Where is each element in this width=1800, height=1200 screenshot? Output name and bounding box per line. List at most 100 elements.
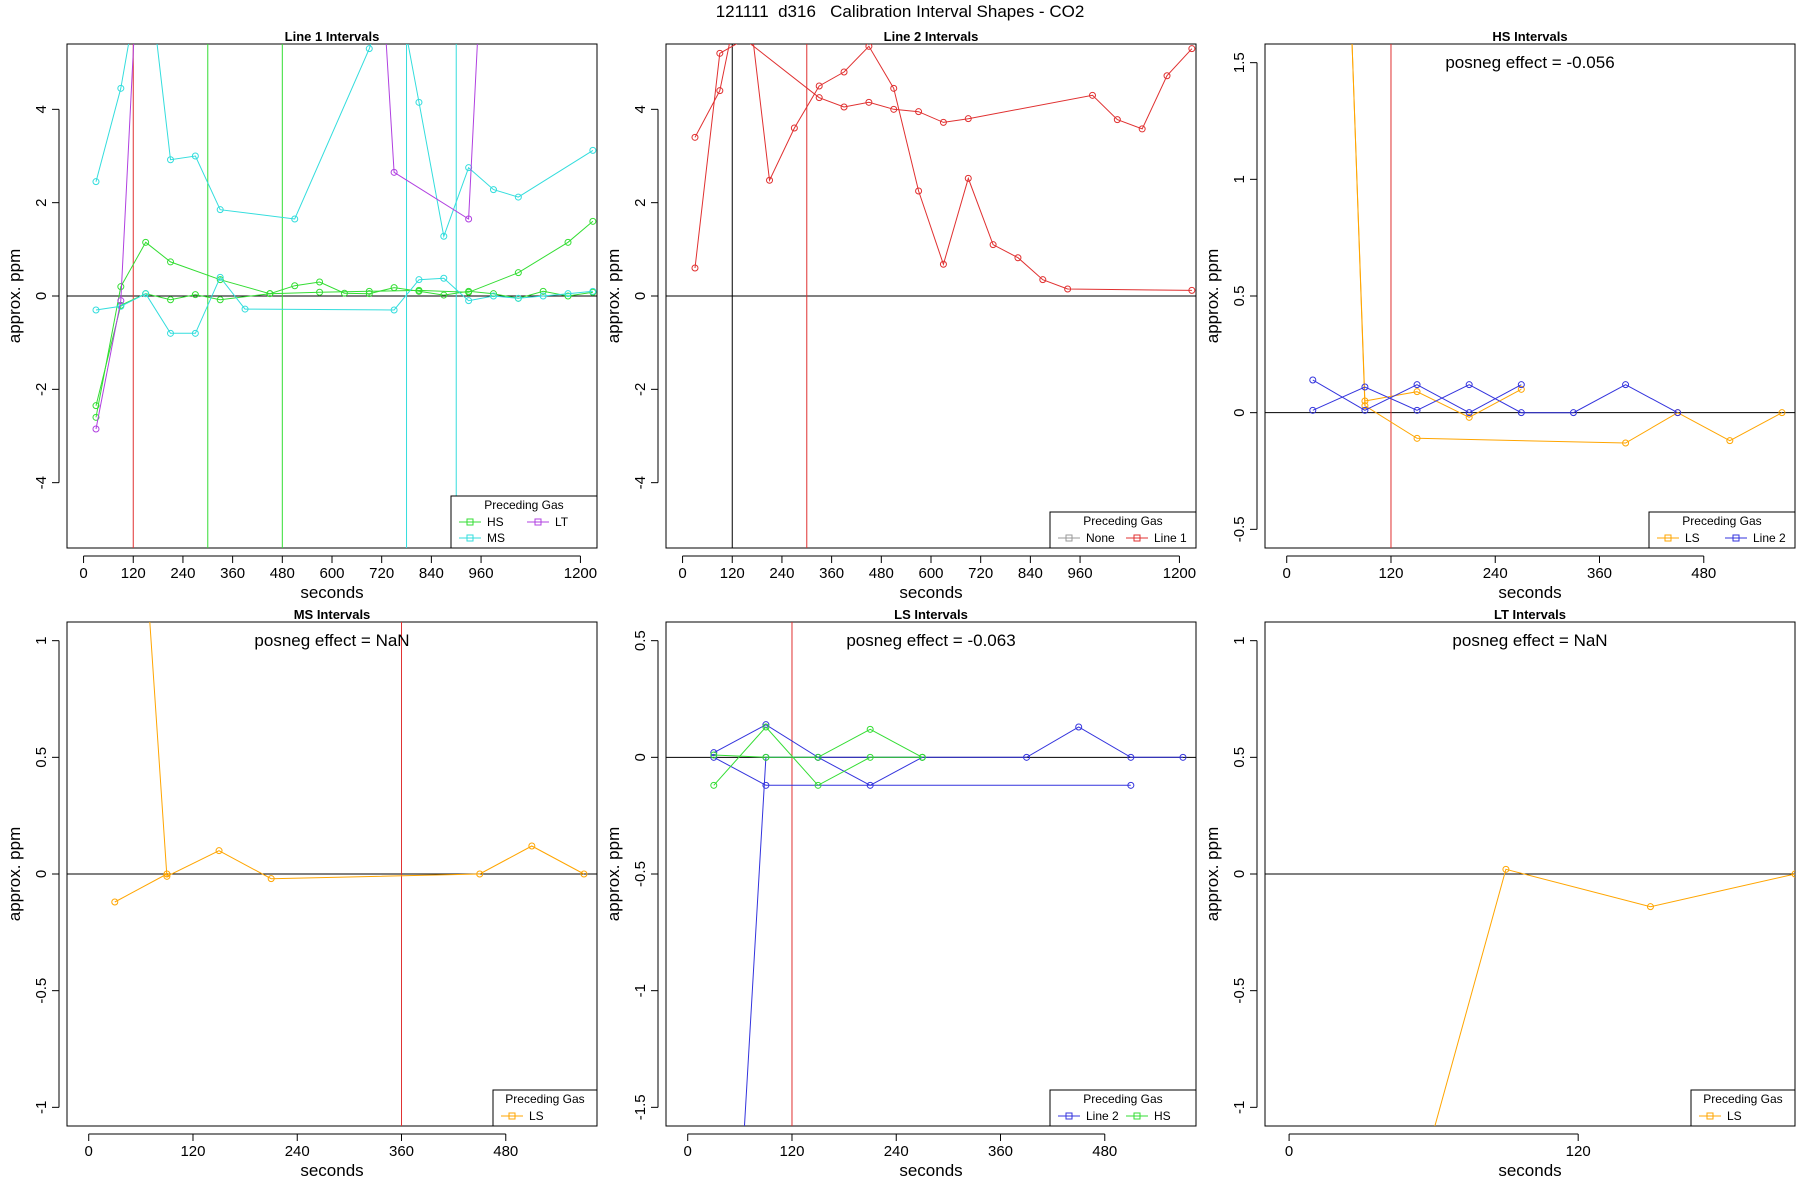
- plot-data: [666, 44, 1196, 548]
- chart-panel-5: LS Intervals 0 120 240 360 480 seconds -1.5 -1 -0…: [604, 607, 1197, 1180]
- annotation-label: posneg effect = NaN: [1452, 631, 1607, 650]
- panel-title: LT Intervals: [1494, 607, 1566, 622]
- data-point: [514, 294, 522, 302]
- legend-swatch-marker: [1133, 534, 1141, 542]
- legend-entry-label: LS: [1685, 531, 1700, 545]
- x-tick-label: 120: [180, 1143, 205, 1160]
- x-tick-label: 360: [819, 565, 844, 582]
- data-point: [1309, 406, 1317, 414]
- legend-entry-label: HS: [487, 515, 504, 529]
- legend-swatch-marker: [466, 534, 474, 542]
- data-point: [814, 781, 822, 789]
- y-tick-label: 0.5: [632, 630, 649, 651]
- x-axis-label: seconds: [899, 1161, 962, 1180]
- data-point: [1179, 753, 1187, 761]
- data-point: [142, 238, 150, 246]
- series-line: [95, 276, 593, 334]
- data-point: [167, 329, 175, 337]
- legend: Preceding Gas HS LT MS: [450, 495, 598, 549]
- data-point: [340, 289, 348, 297]
- x-tick-label: 360: [220, 565, 245, 582]
- data-point: [1646, 903, 1654, 911]
- legend-title: Preceding Gas: [484, 498, 563, 512]
- data-point: [865, 44, 873, 50]
- y-axis-label: approx. ppm: [1203, 827, 1222, 922]
- data-point: [1361, 383, 1369, 391]
- legend-box: [492, 1089, 598, 1127]
- panel-title: Line 1 Intervals: [285, 29, 380, 44]
- data-point: [476, 870, 484, 878]
- data-point: [1517, 385, 1525, 393]
- x-axis-label: seconds: [300, 1161, 363, 1180]
- data-point: [915, 108, 923, 116]
- legend-entry-label: LS: [529, 1109, 544, 1123]
- panel-title: MS Intervals: [294, 607, 371, 622]
- data-point: [92, 413, 100, 421]
- x-tick-label: 600: [319, 565, 344, 582]
- y-tick-label: 4: [632, 105, 649, 113]
- data-point: [964, 115, 972, 123]
- x-tick-label: 720: [968, 565, 993, 582]
- panel-title: HS Intervals: [1492, 29, 1567, 44]
- plot-data: [666, 622, 1196, 1126]
- data-point: [390, 284, 398, 292]
- data-point: [266, 290, 274, 298]
- data-point: [580, 870, 588, 878]
- x-tick-label: 1200: [1163, 565, 1196, 582]
- y-tick-label: 0: [1231, 870, 1248, 878]
- data-point: [1113, 116, 1121, 124]
- data-point: [528, 842, 536, 850]
- x-tick-label: 960: [1068, 565, 1093, 582]
- y-tick-label: 0.5: [1231, 747, 1248, 768]
- data-point: [191, 329, 199, 337]
- data-point: [514, 269, 522, 277]
- data-point: [1622, 381, 1630, 389]
- data-point: [465, 215, 473, 223]
- y-axis-label: approx. ppm: [604, 249, 623, 344]
- data-point: [1413, 434, 1421, 442]
- data-point: [1726, 437, 1734, 445]
- legend-swatch-marker: [1133, 1112, 1141, 1120]
- data-point: [915, 187, 923, 195]
- data-point: [117, 283, 125, 291]
- data-point: [191, 291, 199, 299]
- legend-swatch-marker: [508, 1112, 516, 1120]
- x-axis-label: seconds: [1498, 583, 1561, 602]
- x-tick-label: 840: [419, 565, 444, 582]
- plot-frame: [665, 621, 1197, 1127]
- data-point: [766, 176, 774, 184]
- y-axis-label: approx. ppm: [5, 249, 24, 344]
- x-tick-label: 480: [1092, 1143, 1117, 1160]
- legend-entry-label: Line 2: [1086, 1109, 1119, 1123]
- x-axis-label: seconds: [300, 583, 363, 602]
- data-point: [489, 186, 497, 194]
- x-axis-label: seconds: [899, 583, 962, 602]
- y-tick-label: 2: [33, 198, 50, 206]
- x-tick-label: 120: [1378, 565, 1403, 582]
- data-point: [564, 292, 572, 300]
- series-line: [1312, 379, 1522, 414]
- data-point: [1127, 781, 1135, 789]
- data-point: [92, 425, 100, 433]
- x-tick-label: 840: [1018, 565, 1043, 582]
- y-tick-label: -2: [632, 383, 649, 396]
- legend-swatch-marker: [1065, 1112, 1073, 1120]
- plot-data: [67, 44, 597, 548]
- data-point: [762, 723, 770, 731]
- data-point: [489, 290, 497, 298]
- chart-panel-6: LT Intervals 0 120 seconds -1 -0.5 0 0.5 1 approx…: [1203, 607, 1796, 1180]
- y-tick-label: -1: [1231, 1101, 1248, 1114]
- legend: Preceding Gas LS Line 2: [1648, 511, 1796, 549]
- data-point: [216, 273, 224, 281]
- data-point: [1465, 381, 1473, 389]
- chart-panel-4: MS Intervals 0 120 240 360 480 seconds -1 -0.5 0 0…: [5, 607, 598, 1180]
- data-point: [1413, 381, 1421, 389]
- data-point: [1014, 254, 1022, 262]
- data-point: [589, 287, 597, 295]
- x-tick-label: 0: [684, 1143, 692, 1160]
- legend-entry-label: HS: [1154, 1109, 1171, 1123]
- y-tick-label: -4: [33, 476, 50, 489]
- legend-swatch-marker: [1706, 1112, 1714, 1120]
- legend-swatch-marker: [1732, 534, 1740, 542]
- data-point: [866, 725, 874, 733]
